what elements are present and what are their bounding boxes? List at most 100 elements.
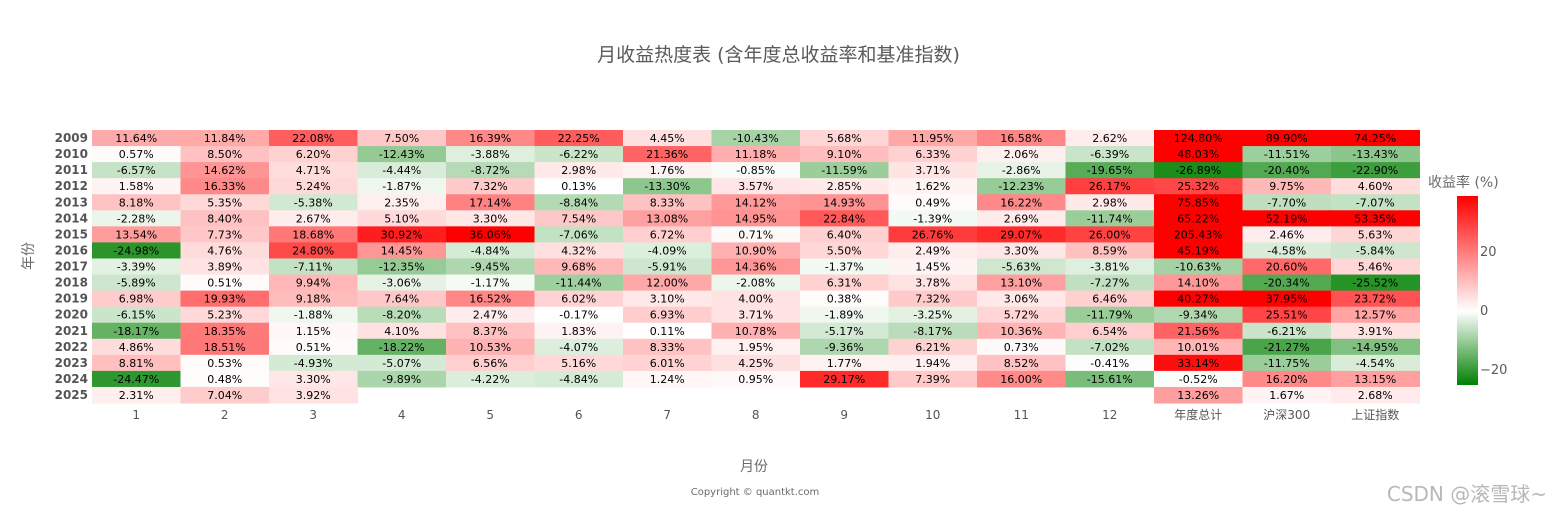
- cell-value-label: 18.35%: [204, 325, 246, 338]
- heatmap-cell: [1331, 226, 1420, 243]
- cell-value-label: 3.78%: [915, 277, 950, 290]
- heatmap-cell: [446, 146, 535, 163]
- heatmap-cell: [534, 178, 624, 195]
- cell-value-label: 22.25%: [558, 132, 600, 145]
- heatmap-cell: [1331, 386, 1420, 404]
- heatmap-cell: [180, 242, 270, 259]
- heatmap-cell: [269, 226, 358, 243]
- heatmap-cell: [92, 242, 181, 259]
- heatmap-cell: [1154, 226, 1243, 243]
- x-tick-label: 1: [132, 408, 140, 422]
- heatmap-cell: [357, 194, 447, 211]
- cell-value-label: 4.10%: [384, 325, 419, 338]
- heatmap-cell: [1331, 322, 1420, 340]
- heatmap-cell: [1154, 290, 1243, 308]
- heatmap-cell: [800, 370, 889, 388]
- heatmap-cell: [888, 354, 978, 372]
- cell-value-label: 30.92%: [381, 228, 423, 241]
- cell-value-label: 3.30%: [1004, 244, 1039, 257]
- heatmap-cell: [1331, 194, 1420, 211]
- heatmap-cell: [180, 146, 270, 163]
- cell-value-label: -0.41%: [1090, 357, 1129, 370]
- cell-value-label: -5.63%: [1002, 261, 1041, 274]
- heatmap-cell: [711, 226, 801, 243]
- cell-value-label: 1.77%: [827, 357, 862, 370]
- cell-value-label: 6.01%: [650, 357, 685, 370]
- cell-value-label: -4.07%: [559, 341, 598, 354]
- heatmap-cell: [800, 194, 889, 211]
- heatmap-cell: [180, 274, 270, 292]
- watermark: CSDN @滚雪球~: [1386, 482, 1547, 506]
- heatmap-cell: [800, 242, 889, 259]
- heatmap-cell: [180, 178, 270, 195]
- heatmap-cell: [1331, 338, 1420, 356]
- cell-value-label: -3.25%: [913, 309, 952, 322]
- heatmap-cell: [269, 162, 358, 179]
- cell-value-label: 29.07%: [1000, 228, 1042, 241]
- cell-value-label: 1.45%: [915, 261, 950, 274]
- heatmap-cell: [446, 274, 535, 292]
- x-tick-label: 2: [221, 408, 229, 422]
- heatmap-cell: [92, 306, 181, 324]
- cell-value-label: -0.17%: [559, 309, 598, 322]
- cell-value-label: 26.00%: [1089, 228, 1131, 241]
- cell-value-label: 5.63%: [1358, 228, 1393, 241]
- heatmap-cell: [623, 290, 712, 308]
- cell-value-label: 13.26%: [1177, 389, 1219, 402]
- y-axis-title: 年份: [21, 242, 37, 270]
- heatmap-cell: [711, 290, 801, 308]
- heatmap-cell: [1065, 194, 1155, 211]
- cell-value-label: 5.46%: [1358, 261, 1393, 274]
- heatmap-cell: [623, 274, 712, 292]
- heatmap-cell: [534, 306, 624, 324]
- heatmap-cell: [180, 386, 270, 404]
- heatmap-cell: [180, 370, 270, 388]
- heatmap-cell: [1154, 242, 1243, 259]
- heatmap-cell: [623, 210, 712, 227]
- heatmap-cell: [1154, 386, 1243, 404]
- heatmap-cell: [1242, 130, 1332, 147]
- heatmap-cell: [888, 162, 978, 179]
- heatmap-cell: [92, 370, 181, 388]
- x-tick-label: 5: [486, 408, 494, 422]
- heatmap-cell: [800, 274, 889, 292]
- y-tick-label: 2010: [55, 147, 88, 161]
- heatmap-cell: [1065, 370, 1155, 388]
- cell-value-label: -7.02%: [1090, 341, 1129, 354]
- heatmap-cell: [888, 210, 978, 227]
- cell-value-label: 45.19%: [1177, 244, 1219, 257]
- heatmap-cell: [711, 146, 801, 163]
- cell-value-label: -4.84%: [559, 373, 598, 386]
- cell-value-label: 8.40%: [207, 212, 242, 225]
- cell-value-label: 11.95%: [912, 132, 954, 145]
- cell-value-label: 1.15%: [296, 325, 331, 338]
- heatmap-cell: [623, 194, 712, 211]
- cell-value-label: 6.56%: [473, 357, 508, 370]
- cell-value-label: 26.76%: [912, 228, 954, 241]
- heatmap-cell: [180, 162, 270, 179]
- cell-value-label: -20.40%: [1264, 164, 1310, 177]
- cell-value-label: 0.95%: [738, 373, 773, 386]
- colorbar: [1457, 196, 1478, 385]
- cell-value-label: 4.45%: [650, 132, 685, 145]
- cell-value-label: -5.17%: [825, 325, 864, 338]
- cell-value-label: 4.60%: [1358, 180, 1393, 193]
- y-tick-label: 2018: [55, 276, 88, 290]
- cell-value-label: 2.68%: [1358, 389, 1393, 402]
- heatmap-cell: [1065, 354, 1155, 372]
- heatmap-cell: [357, 226, 447, 243]
- cell-value-label: 5.24%: [296, 180, 331, 193]
- cell-value-label: -18.22%: [379, 341, 425, 354]
- heatmap-cell: [800, 290, 889, 308]
- cell-value-label: 3.30%: [296, 373, 331, 386]
- heatmap-cell: [1154, 178, 1243, 195]
- cell-value-label: 7.54%: [561, 212, 596, 225]
- heatmap-cell: [888, 194, 978, 211]
- cell-value-label: -7.27%: [1090, 277, 1129, 290]
- heatmap-cell: [977, 210, 1066, 227]
- x-tick-label: 10: [925, 408, 940, 422]
- heatmap-cell: [180, 338, 270, 356]
- copyright-text: Copyright © quantkt.com: [690, 487, 820, 498]
- heatmap-cell: [1331, 258, 1420, 276]
